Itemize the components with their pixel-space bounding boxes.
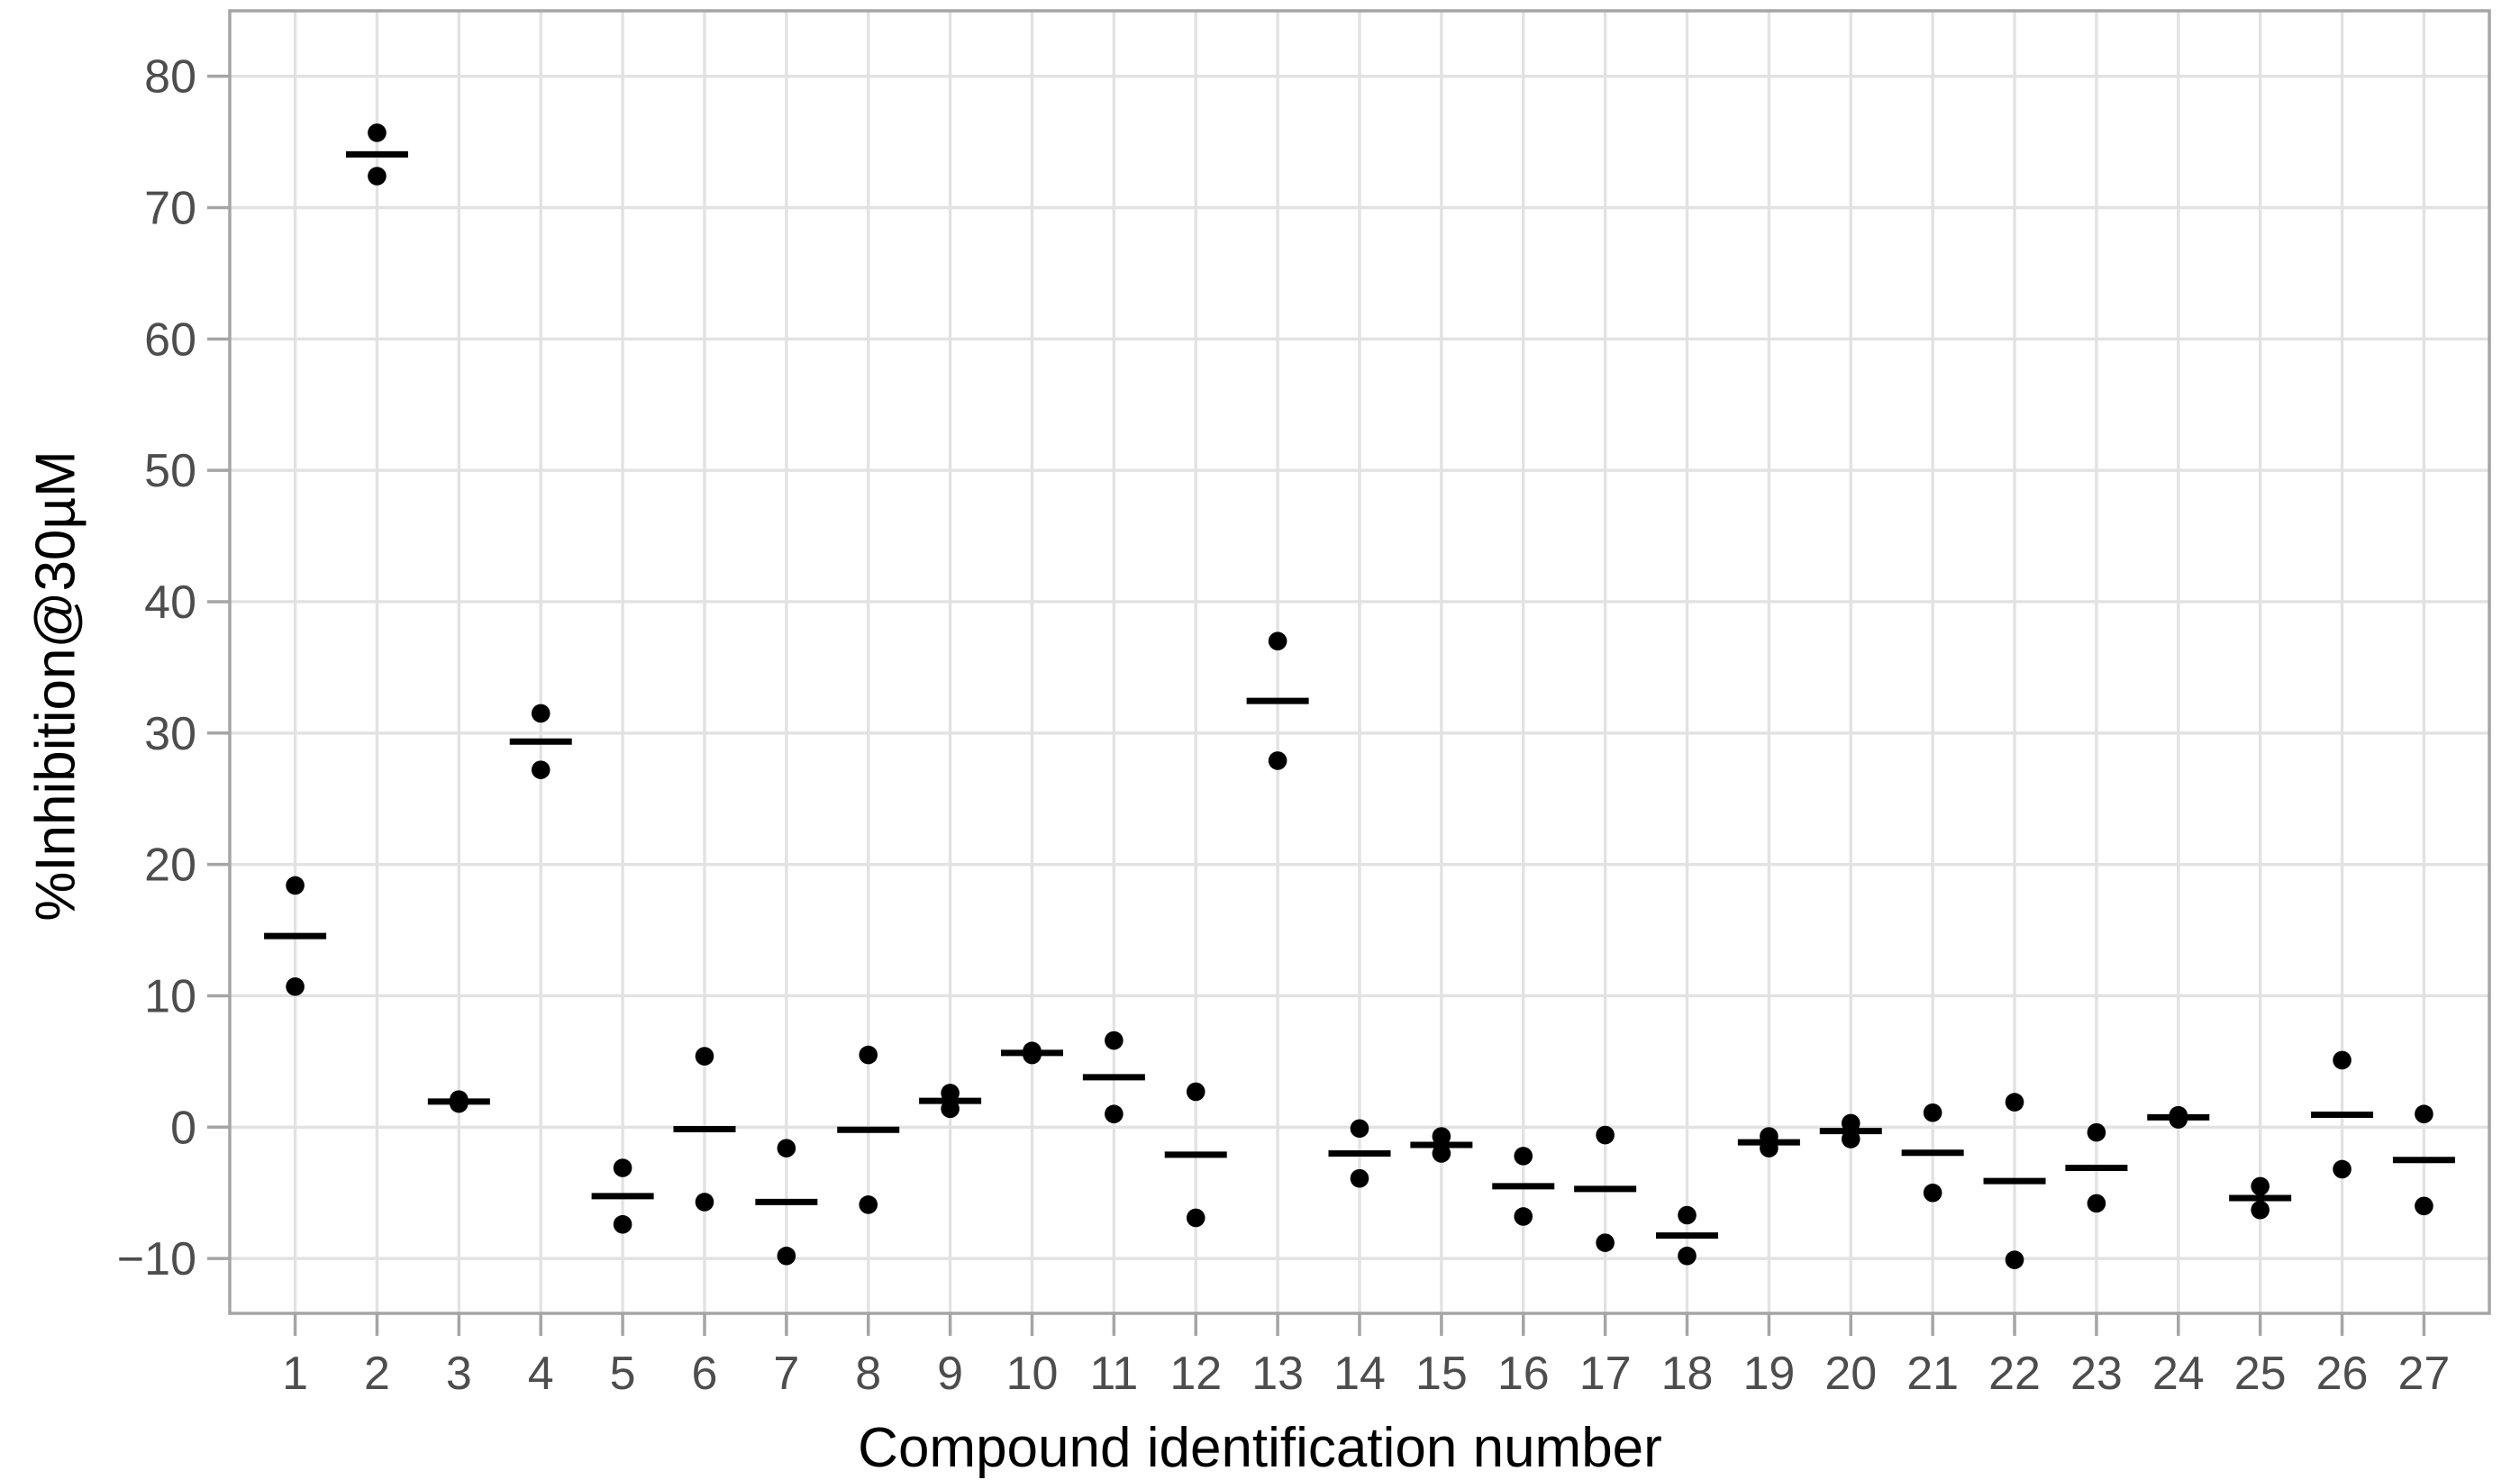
x-tick-label-24: 24: [2152, 1348, 2205, 1400]
y-tick-label-50: 50: [144, 445, 196, 497]
data-point-compound-9-rep-2: [941, 1099, 960, 1119]
data-point-compound-5-rep-1: [613, 1158, 632, 1177]
y-tick-label-40: 40: [144, 577, 196, 629]
data-point-compound-6-rep-1: [695, 1047, 714, 1066]
data-point-compound-10-rep-2: [1023, 1045, 1042, 1065]
x-tick-label-10: 10: [1006, 1348, 1059, 1400]
data-point-compound-18-rep-1: [1678, 1205, 1697, 1225]
data-point-compound-26-rep-1: [2333, 1050, 2352, 1070]
data-point-compound-21-rep-1: [1923, 1103, 1942, 1122]
x-tick-label-8: 8: [855, 1348, 881, 1400]
x-tick-label-25: 25: [2234, 1348, 2287, 1400]
data-point-compound-26-rep-2: [2333, 1159, 2352, 1179]
data-point-compound-21-rep-2: [1923, 1183, 1942, 1203]
y-tick-label-0: 0: [170, 1102, 196, 1154]
data-point-compound-12-rep-1: [1186, 1082, 1205, 1102]
data-point-compound-17-rep-2: [1596, 1233, 1615, 1252]
x-tick-label-5: 5: [610, 1348, 636, 1400]
x-tick-label-26: 26: [2316, 1348, 2369, 1400]
data-point-compound-27-rep-2: [2415, 1196, 2434, 1216]
data-point-compound-5-rep-2: [613, 1214, 632, 1234]
data-point-compound-20-rep-1: [1841, 1113, 1860, 1133]
x-tick-label-11: 11: [1089, 1348, 1138, 1400]
x-tick-label-16: 16: [1497, 1348, 1550, 1400]
y-tick-label-30: 30: [144, 708, 196, 760]
x-tick-label-27: 27: [2397, 1348, 2450, 1400]
x-tick-label-9: 9: [937, 1348, 963, 1400]
data-point-compound-8-rep-1: [859, 1045, 878, 1065]
data-point-compound-20-rep-2: [1841, 1130, 1860, 1149]
y-axis-title: %Inhibition@30µM: [24, 450, 87, 922]
x-tick-label-22: 22: [1988, 1348, 2041, 1400]
data-point-compound-23-rep-1: [2087, 1122, 2106, 1142]
data-point-compound-2-rep-2: [368, 167, 387, 186]
data-point-compound-25-rep-1: [2251, 1176, 2270, 1196]
x-tick-label-23: 23: [2070, 1348, 2123, 1400]
x-tick-label-21: 21: [1906, 1348, 1959, 1400]
y-tick-label-70: 70: [144, 182, 196, 234]
x-tick-label-15: 15: [1415, 1348, 1468, 1400]
data-point-compound-16-rep-1: [1514, 1147, 1533, 1166]
x-tick-label-20: 20: [1824, 1348, 1877, 1400]
data-point-compound-7-rep-1: [777, 1139, 796, 1158]
data-point-compound-13-rep-2: [1268, 751, 1287, 770]
data-point-compound-12-rep-2: [1186, 1208, 1205, 1228]
data-point-compound-4-rep-1: [531, 704, 550, 723]
data-point-compound-2-rep-1: [368, 123, 387, 142]
x-tick-label-12: 12: [1169, 1348, 1222, 1400]
data-point-compound-4-rep-2: [531, 760, 550, 779]
data-point-compound-25-rep-2: [2251, 1200, 2270, 1220]
data-point-compound-13-rep-1: [1268, 631, 1287, 651]
x-tick-label-3: 3: [446, 1348, 472, 1400]
data-point-compound-27-rep-1: [2415, 1104, 2434, 1124]
x-tick-label-7: 7: [773, 1348, 799, 1400]
data-point-compound-14-rep-2: [1350, 1168, 1369, 1188]
y-tick-label--10: −10: [117, 1233, 196, 1285]
y-tick-label-80: 80: [144, 51, 196, 104]
x-tick-label-2: 2: [364, 1348, 390, 1400]
data-point-compound-16-rep-2: [1514, 1207, 1533, 1226]
y-tick-label-10: 10: [144, 970, 196, 1022]
y-tick-label-20: 20: [144, 840, 196, 892]
data-point-compound-23-rep-2: [2087, 1194, 2106, 1213]
x-axis-title: Compound identification number: [858, 1417, 1662, 1479]
data-point-compound-19-rep-2: [1760, 1139, 1779, 1158]
x-tick-label-4: 4: [528, 1348, 554, 1400]
data-point-compound-17-rep-1: [1596, 1125, 1615, 1145]
data-point-compound-9-rep-1: [941, 1084, 960, 1103]
data-point-compound-8-rep-2: [859, 1195, 878, 1214]
x-tick-label-19: 19: [1742, 1348, 1795, 1400]
data-point-compound-24-rep-2: [2169, 1110, 2188, 1129]
x-tick-label-17: 17: [1579, 1348, 1632, 1400]
data-point-compound-1-rep-1: [286, 876, 305, 895]
y-tick-label-60: 60: [144, 313, 196, 366]
data-point-compound-11-rep-2: [1105, 1104, 1124, 1124]
x-tick-label-14: 14: [1333, 1348, 1386, 1400]
data-point-compound-22-rep-1: [2005, 1093, 2024, 1112]
x-tick-label-18: 18: [1661, 1348, 1714, 1400]
data-point-compound-11-rep-1: [1105, 1031, 1124, 1050]
data-point-compound-15-rep-1: [1432, 1127, 1451, 1146]
data-point-compound-18-rep-2: [1678, 1246, 1697, 1266]
x-tick-label-6: 6: [692, 1348, 718, 1400]
x-tick-label-1: 1: [282, 1348, 308, 1400]
data-point-compound-6-rep-2: [695, 1193, 714, 1212]
x-tick-label-13: 13: [1251, 1348, 1304, 1400]
data-point-compound-15-rep-2: [1432, 1144, 1451, 1163]
data-point-compound-22-rep-2: [2005, 1250, 2024, 1269]
data-point-compound-1-rep-2: [286, 976, 305, 996]
data-point-compound-3-rep-2: [450, 1094, 469, 1113]
data-point-compound-7-rep-2: [777, 1246, 796, 1266]
data-point-compound-14-rep-1: [1350, 1119, 1369, 1139]
